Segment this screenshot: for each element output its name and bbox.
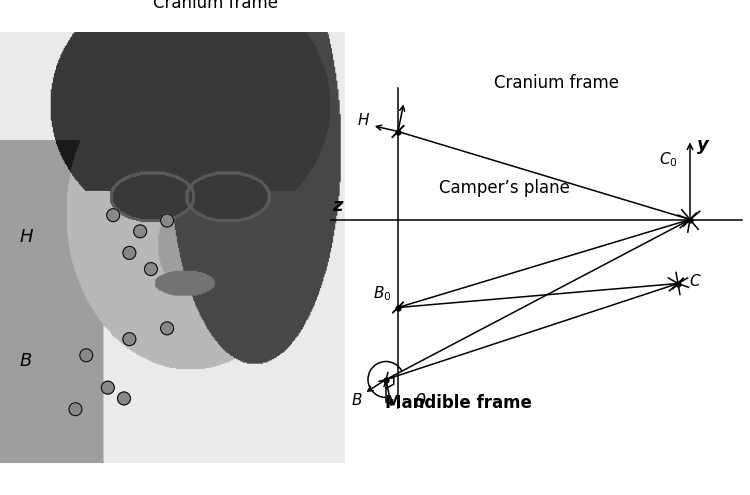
Text: $\theta$: $\theta$ — [414, 393, 426, 410]
Text: $C_0$: $C_0$ — [659, 150, 678, 169]
Text: Camper’s plane: Camper’s plane — [439, 179, 569, 197]
Circle shape — [80, 349, 93, 362]
Circle shape — [160, 214, 173, 227]
Text: y: y — [698, 136, 709, 153]
Text: H: H — [358, 113, 369, 128]
Circle shape — [101, 381, 114, 394]
Text: B: B — [20, 352, 32, 370]
Polygon shape — [32, 291, 216, 442]
Text: $B_0$: $B_0$ — [374, 284, 392, 303]
Circle shape — [123, 333, 136, 346]
Text: Mandible frame: Mandible frame — [385, 394, 532, 411]
Circle shape — [106, 209, 120, 222]
Text: Cranium frame: Cranium frame — [494, 73, 619, 92]
Circle shape — [134, 225, 147, 238]
Text: Cranium frame: Cranium frame — [153, 0, 278, 12]
Text: B: B — [352, 393, 362, 408]
Circle shape — [145, 262, 158, 276]
Text: H: H — [20, 228, 33, 246]
Text: z: z — [332, 197, 343, 215]
Circle shape — [118, 392, 130, 405]
Text: C: C — [689, 274, 700, 289]
Circle shape — [123, 247, 136, 259]
Polygon shape — [54, 172, 205, 301]
Circle shape — [160, 322, 173, 335]
Circle shape — [69, 403, 82, 416]
